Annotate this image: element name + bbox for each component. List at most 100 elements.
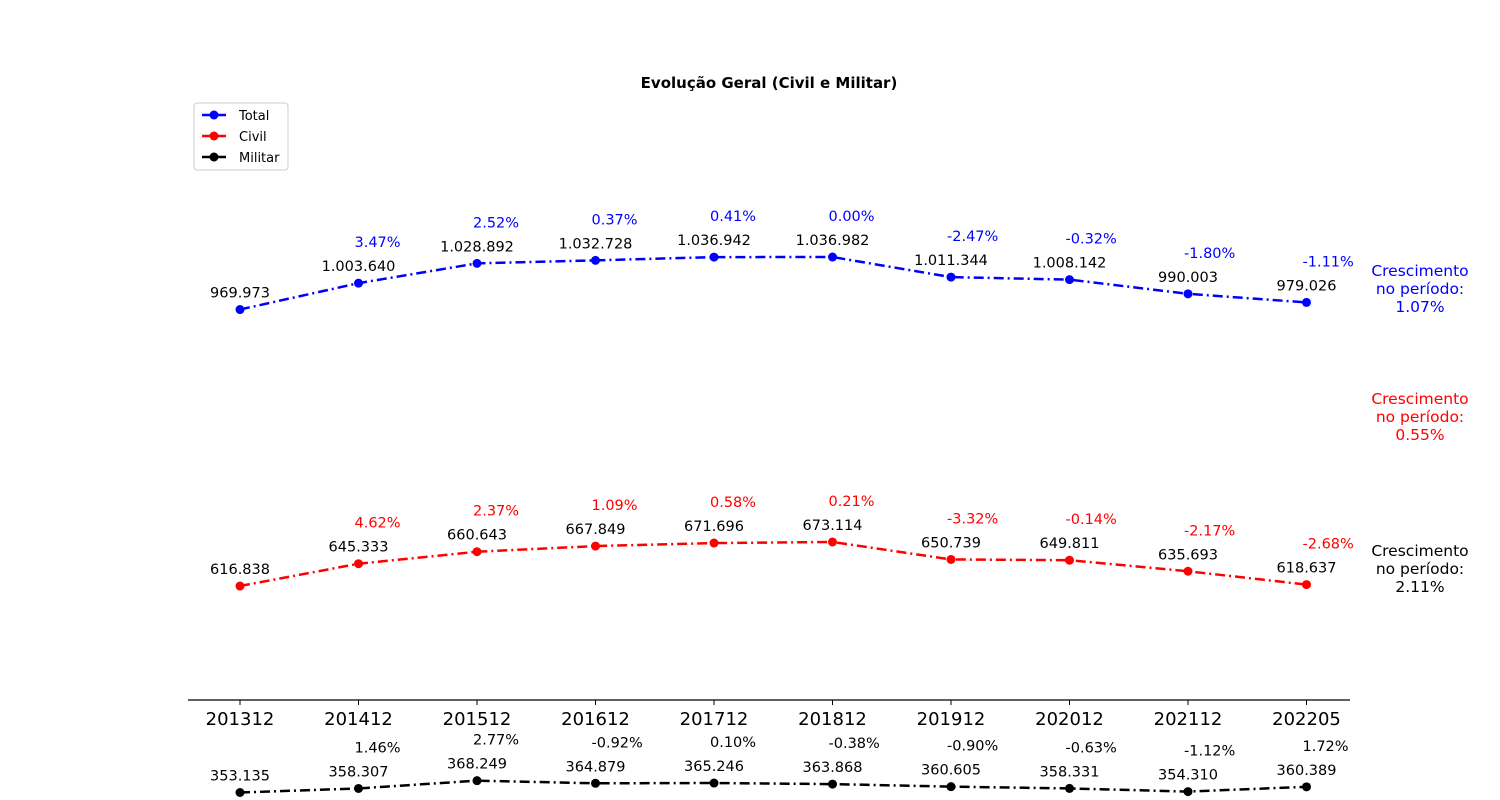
- data-point: [354, 278, 363, 288]
- pct-change-label: -0.90%: [947, 739, 998, 755]
- data-point: [828, 252, 837, 262]
- value-label: 365.246: [684, 759, 744, 775]
- value-label: 1.036.942: [677, 233, 751, 249]
- data-point: [709, 252, 719, 262]
- data-point: [946, 272, 956, 282]
- data-point: [1302, 782, 1311, 792]
- data-point: [1302, 580, 1311, 590]
- x-tick-label: 201912: [917, 709, 986, 730]
- value-label: 650.739: [921, 535, 981, 551]
- pct-change-label: 0.10%: [710, 735, 756, 751]
- growth-annotation: Crescimento: [1371, 262, 1468, 280]
- data-point: [828, 779, 837, 789]
- data-point: [709, 538, 719, 548]
- value-label: 1.003.640: [322, 259, 396, 275]
- value-label: 979.026: [1277, 278, 1337, 294]
- data-point: [946, 782, 956, 792]
- pct-change-label: -0.14%: [1066, 512, 1117, 528]
- value-label: 660.643: [447, 528, 507, 544]
- data-point: [354, 559, 363, 569]
- data-point: [591, 541, 600, 551]
- value-label: 363.868: [803, 760, 863, 776]
- x-tick-label: 201712: [680, 709, 749, 730]
- growth-annotation: no período:: [1376, 408, 1464, 426]
- value-label: 368.249: [447, 757, 507, 773]
- data-point: [1302, 297, 1311, 307]
- series-civil: 616.838 645.333 4.62% 660.643 2.37% 667.849 1.…: [210, 390, 1469, 591]
- x-tick-label: 201612: [561, 709, 630, 730]
- x-tick-label: 201812: [798, 709, 867, 730]
- series-militar: 353.135 358.307 1.46% 368.249 2.77% 364.879 -0…: [210, 542, 1469, 797]
- growth-annotation: 2.11%: [1395, 578, 1444, 596]
- value-label: 360.605: [921, 763, 981, 779]
- data-point: [946, 554, 956, 564]
- data-point: [709, 778, 719, 788]
- pct-change-label: -2.68%: [1303, 537, 1354, 553]
- x-tick-label: 201512: [443, 709, 512, 730]
- data-point: [472, 258, 482, 268]
- pct-change-label: -0.38%: [829, 736, 880, 752]
- pct-change-label: 0.37%: [592, 212, 638, 228]
- series-line: [239, 255, 1307, 311]
- value-label: 358.331: [1040, 764, 1100, 780]
- growth-annotation: Crescimento: [1371, 542, 1468, 560]
- pct-change-label: 0.41%: [710, 209, 756, 225]
- legend-marker: [209, 110, 219, 120]
- value-label: 969.973: [210, 286, 270, 302]
- data-point: [235, 305, 245, 315]
- data-point: [472, 547, 482, 557]
- data-point: [354, 783, 363, 793]
- data-point: [1065, 783, 1074, 793]
- pct-change-label: -1.80%: [1184, 246, 1235, 262]
- value-label: 1.028.892: [440, 239, 514, 255]
- pct-change-label: -0.32%: [1066, 232, 1117, 248]
- pct-change-label: 2.37%: [473, 504, 519, 520]
- value-label: 618.637: [1277, 561, 1337, 577]
- data-point: [235, 581, 245, 591]
- data-point: [1065, 555, 1074, 565]
- x-axis-ticks: 201312 201412 201512 201612 201712 201812 2019…: [206, 700, 1341, 730]
- legend-label: Civil: [239, 130, 267, 145]
- data-point: [828, 537, 837, 547]
- legend-label: Total: [238, 109, 269, 124]
- pct-change-label: 4.62%: [355, 516, 401, 532]
- data-point: [591, 255, 600, 265]
- x-tick-label: 201312: [206, 709, 275, 730]
- pct-change-label: -2.47%: [947, 229, 998, 245]
- pct-change-label: -0.92%: [592, 735, 643, 751]
- value-label: 1.032.728: [559, 236, 633, 252]
- growth-annotation: Crescimento: [1371, 390, 1468, 408]
- pct-change-label: -3.32%: [947, 511, 998, 527]
- data-point: [472, 776, 482, 786]
- value-label: 649.811: [1040, 536, 1100, 552]
- pct-change-label: -1.12%: [1184, 744, 1235, 760]
- pct-change-label: 0.21%: [829, 494, 875, 510]
- value-label: 990.003: [1158, 270, 1218, 286]
- value-label: 667.849: [566, 522, 626, 538]
- pct-change-label: -2.17%: [1184, 523, 1235, 539]
- pct-change-label: -1.11%: [1303, 254, 1354, 270]
- pct-change-label: 3.47%: [355, 235, 401, 251]
- pct-change-label: 0.58%: [710, 495, 756, 511]
- value-label: 1.036.982: [796, 233, 870, 249]
- pct-change-label: 1.09%: [592, 498, 638, 514]
- data-point: [1183, 566, 1193, 576]
- growth-annotation: no período:: [1376, 560, 1464, 578]
- legend: Total Civil Militar: [193, 102, 289, 171]
- series-line: [239, 779, 1307, 794]
- pct-change-label: 1.72%: [1303, 739, 1349, 755]
- pct-change-label: 0.00%: [829, 209, 875, 225]
- chart-title: Evolução Geral (Civil e Militar): [641, 74, 898, 92]
- value-label: 1.008.142: [1033, 256, 1107, 272]
- value-label: 1.011.344: [914, 253, 988, 269]
- data-point: [591, 778, 600, 788]
- growth-annotation: no período:: [1376, 280, 1464, 298]
- growth-annotation: 1.07%: [1395, 298, 1444, 316]
- value-label: 354.310: [1158, 768, 1218, 784]
- value-label: 616.838: [210, 562, 270, 578]
- series-line: [239, 540, 1307, 588]
- growth-annotation: 0.55%: [1395, 426, 1444, 444]
- value-label: 645.333: [329, 540, 389, 556]
- data-point: [1183, 289, 1193, 299]
